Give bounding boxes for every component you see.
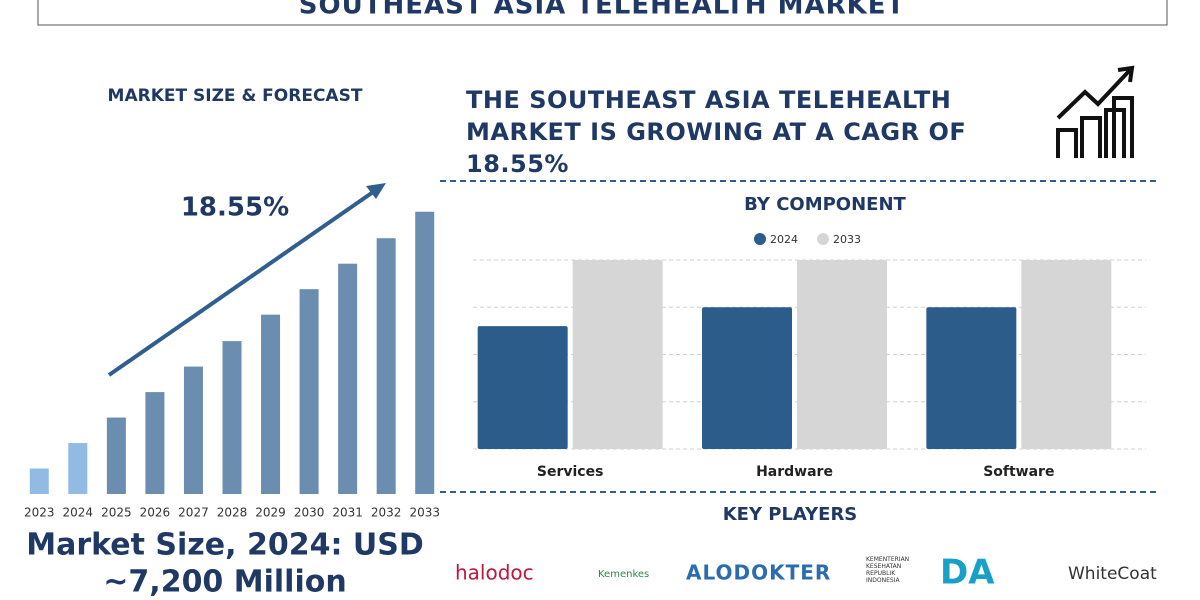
x-tick-label: 2024 <box>63 506 94 520</box>
title-box <box>37 0 1168 26</box>
bar <box>145 392 165 494</box>
x-tick-label: Hardware <box>756 464 833 480</box>
logo: ALODOKTER <box>686 561 831 585</box>
section-title: KEY PLAYERS <box>723 504 858 525</box>
legend-marker <box>817 233 829 245</box>
x-tick-label: 2027 <box>178 506 209 520</box>
market-size: Market Size, 2024: USD <box>26 528 424 563</box>
x-tick-label: 2030 <box>294 506 325 520</box>
x-tick-label: Services <box>537 464 604 480</box>
market-size: ~7,200 Million <box>103 565 346 600</box>
growth-icon <box>1056 65 1135 158</box>
bar <box>222 341 242 494</box>
legend-marker <box>754 233 766 245</box>
bar <box>415 211 435 494</box>
bar <box>299 289 319 494</box>
x-tick-label: 2029 <box>255 506 286 520</box>
logo: Kemenkes <box>598 569 649 580</box>
bar <box>702 307 792 449</box>
growth-arrow <box>107 183 386 377</box>
x-tick-label: 2023 <box>24 506 55 520</box>
chart-title: BY COMPONENT <box>744 194 906 215</box>
bar <box>477 326 568 449</box>
logos: halodoc Kemenkes ALODOKTER KEMENTERIAN K… <box>455 553 1157 593</box>
bar <box>376 238 396 494</box>
legend-label: 2033 <box>833 233 861 246</box>
logo: halodoc <box>455 561 534 585</box>
bar <box>926 307 1017 449</box>
bar <box>29 468 49 494</box>
bar <box>338 263 358 494</box>
chart-title: MARKET SIZE & FORECAST <box>108 86 363 106</box>
x-tick-label: Software <box>983 464 1054 480</box>
logo: WhiteCoat <box>1068 564 1157 584</box>
legend-label: 2024 <box>770 233 798 246</box>
x-tick-label: 2026 <box>140 506 171 520</box>
bar <box>261 314 281 494</box>
x-tick-label: 2031 <box>332 506 363 520</box>
logo: KEMENTERIAN KESEHATAN REPUBLIK INDONESIA <box>866 556 910 584</box>
bar <box>106 417 126 494</box>
bar <box>797 260 887 449</box>
headline: THE SOUTHEAST ASIA TELEHEALTH MARKET IS … <box>466 86 967 178</box>
logo: DA <box>940 553 995 593</box>
x-tick-label: 2028 <box>217 506 248 520</box>
x-tick-label: 2032 <box>371 506 402 520</box>
x-tick-label: 2025 <box>101 506 132 520</box>
page-title: SOUTHEAST ASIA TELEHEALTH MARKET <box>299 0 905 21</box>
cagr-annotation: 18.55% <box>181 193 289 223</box>
bar <box>68 443 88 494</box>
bar <box>1021 260 1112 449</box>
x-tick-label: 2033 <box>409 506 440 520</box>
bar <box>572 260 663 449</box>
logo-box: KEMENTERIAN KESEHATAN REPUBLIK INDONESIA <box>866 556 910 584</box>
bar <box>183 366 203 494</box>
